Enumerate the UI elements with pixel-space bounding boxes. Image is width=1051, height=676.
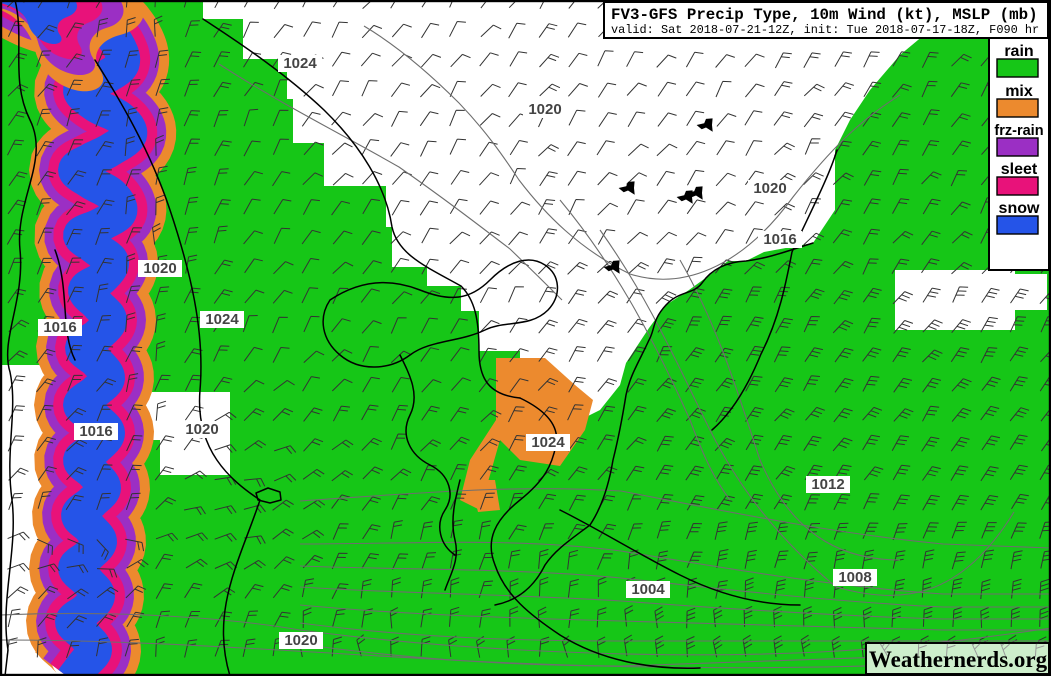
svg-text:Weathernerds.org: Weathernerds.org bbox=[869, 647, 1048, 672]
svg-text:1020: 1020 bbox=[753, 180, 786, 197]
svg-text:1016: 1016 bbox=[763, 231, 796, 248]
svg-text:1008: 1008 bbox=[838, 569, 871, 586]
svg-text:FV3-GFS Precip Type, 10m Wind: FV3-GFS Precip Type, 10m Wind (kt), MSLP… bbox=[611, 6, 1038, 24]
svg-text:1024: 1024 bbox=[531, 434, 565, 451]
svg-text:1020: 1020 bbox=[528, 101, 561, 118]
svg-text:rain: rain bbox=[1004, 43, 1033, 60]
svg-text:1020: 1020 bbox=[143, 260, 176, 277]
svg-text:1024: 1024 bbox=[283, 55, 317, 72]
svg-text:1016: 1016 bbox=[43, 319, 76, 336]
svg-text:frz-rain: frz-rain bbox=[994, 123, 1043, 139]
svg-text:1024: 1024 bbox=[205, 311, 239, 328]
svg-text:snow: snow bbox=[999, 200, 1040, 217]
svg-text:1004: 1004 bbox=[631, 581, 665, 598]
svg-text:1016: 1016 bbox=[79, 423, 112, 440]
svg-text:1012: 1012 bbox=[811, 476, 844, 493]
svg-text:1020: 1020 bbox=[284, 632, 317, 649]
svg-text:1020: 1020 bbox=[185, 421, 218, 438]
svg-text:mix: mix bbox=[1005, 83, 1033, 100]
svg-text:sleet: sleet bbox=[1001, 161, 1038, 178]
svg-text:valid: Sat 2018-07-21-12Z, ini: valid: Sat 2018-07-21-12Z, init: Tue 201… bbox=[611, 23, 1039, 37]
